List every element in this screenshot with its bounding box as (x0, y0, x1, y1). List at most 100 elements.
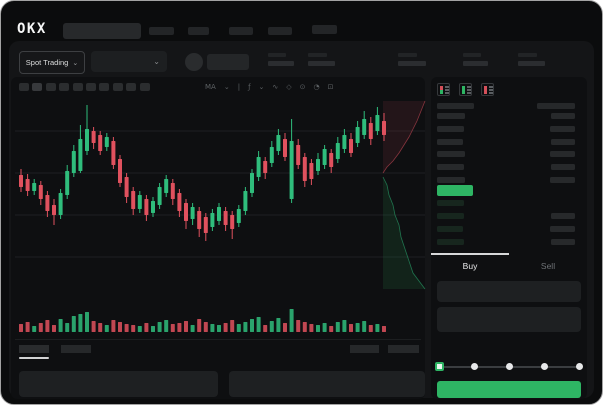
ask-row-price[interactable] (437, 164, 464, 171)
nav-item-placeholder[interactable] (149, 27, 174, 35)
ask-row-price[interactable] (437, 113, 465, 119)
volume-bar (124, 324, 129, 332)
fullscreen-icon[interactable]: ⊡ (327, 83, 334, 91)
timeframe-button[interactable] (45, 83, 56, 91)
book-bids-icon[interactable] (459, 83, 472, 96)
toolbar-divider: | (237, 83, 241, 91)
timeframe-button[interactable] (72, 83, 83, 91)
search-input[interactable] (63, 23, 141, 39)
candle-body (269, 147, 274, 163)
nav-item-placeholder[interactable] (188, 27, 209, 35)
slider-stop[interactable] (470, 363, 478, 370)
tab-buy[interactable]: Buy (462, 261, 478, 271)
candle-body (256, 157, 261, 177)
slider-stop[interactable] (575, 363, 583, 370)
volume-bar (91, 321, 96, 332)
camera-icon[interactable]: ⊙ (299, 83, 306, 91)
timeframe-button[interactable] (126, 83, 137, 91)
nav-item-placeholder[interactable] (268, 27, 292, 35)
order-book-panel: Buy Sell (431, 77, 587, 399)
timeframe-button[interactable] (99, 83, 110, 91)
bid-row-price[interactable] (437, 238, 464, 245)
pair-name-placeholder (207, 54, 249, 70)
timeframe-button[interactable] (59, 83, 70, 91)
candle-body (78, 139, 83, 171)
slider-stop[interactable] (540, 363, 548, 370)
ask-row-price[interactable] (437, 138, 463, 145)
candle-body (342, 135, 347, 149)
bid-row-amount[interactable] (551, 212, 575, 219)
volume-bar (276, 318, 281, 332)
timeframe-button[interactable] (19, 83, 29, 91)
timeframe-button[interactable] (32, 83, 43, 91)
bid-row-price[interactable] (437, 225, 463, 232)
volume-bar (269, 321, 274, 332)
bid-row-price[interactable] (437, 212, 464, 219)
function-tool-icon[interactable]: ƒ (248, 83, 251, 91)
history-icon[interactable]: ◔ (313, 83, 320, 91)
orders-control-placeholder[interactable] (388, 345, 419, 353)
candle-body (38, 185, 43, 199)
volume-bar (329, 326, 334, 332)
ask-row-amount[interactable] (551, 138, 575, 145)
bid-row-amount[interactable] (551, 238, 575, 245)
ask-row-price[interactable] (437, 125, 464, 132)
book-header-price (437, 103, 474, 109)
orders-tab[interactable] (61, 345, 91, 353)
ask-row-amount[interactable] (551, 113, 575, 119)
ask-row-amount[interactable] (550, 151, 575, 158)
book-asks-icon[interactable] (481, 83, 494, 96)
indicator-ma[interactable]: MA (205, 83, 216, 91)
slider-stop[interactable] (505, 363, 513, 370)
timeframe-button[interactable] (86, 83, 96, 91)
amount-input[interactable] (437, 307, 581, 332)
volume-bar (322, 323, 327, 332)
price-input[interactable] (437, 281, 581, 302)
candle-body (144, 199, 149, 215)
last-price-badge (437, 185, 473, 196)
volume-bar (52, 325, 56, 332)
ask-row-price[interactable] (437, 177, 465, 183)
bid-row-amount[interactable] (550, 225, 575, 232)
slider-handle[interactable] (434, 362, 444, 371)
volume-bar (131, 325, 136, 332)
orders-control-placeholder[interactable] (350, 345, 379, 353)
nav-item-placeholder[interactable] (312, 25, 337, 34)
eraser-icon[interactable]: ◇ (286, 83, 292, 91)
chevron-down-icon[interactable]: ⌄ (223, 83, 230, 91)
active-tab-indicator (431, 253, 509, 255)
okx-logo: OKX (17, 21, 47, 37)
ask-row-amount[interactable] (550, 177, 575, 183)
buy-button[interactable] (437, 381, 581, 398)
tab-sell[interactable]: Sell (540, 261, 556, 271)
ask-row-price[interactable] (437, 151, 465, 158)
chevron-down-icon[interactable]: ⌄ (258, 83, 265, 91)
candle-body (164, 179, 169, 193)
volume-bar (283, 323, 287, 332)
candle-body (65, 171, 70, 195)
candlestick-chart[interactable] (15, 97, 427, 337)
candle-body (283, 139, 287, 157)
book-combined-icon[interactable] (437, 83, 450, 96)
candle-body (111, 141, 116, 165)
orders-tab-active[interactable] (19, 345, 49, 353)
ask-row-amount[interactable] (551, 164, 575, 171)
orders-empty-panel (19, 371, 218, 397)
volume-bar (144, 323, 149, 332)
pair-dropdown[interactable]: ⌄ (91, 51, 167, 72)
timeframe-button[interactable] (139, 83, 150, 91)
volume-bar (263, 325, 268, 332)
volume-bar (309, 324, 314, 332)
volume-bar (349, 324, 353, 332)
volume-bar (368, 325, 373, 332)
nav-item-placeholder[interactable] (229, 27, 253, 35)
volume-bar (164, 320, 169, 332)
bid-row-price[interactable] (437, 200, 464, 206)
timeframe-button[interactable] (112, 83, 123, 91)
market-type-label: Spot Trading (25, 58, 69, 67)
wave-tool-icon[interactable]: ∿ (272, 83, 279, 91)
market-type-selector[interactable]: Spot Trading ⌄ (19, 51, 85, 74)
candle-body (349, 139, 353, 153)
candle-body (322, 149, 327, 165)
ask-row-amount[interactable] (550, 125, 575, 132)
